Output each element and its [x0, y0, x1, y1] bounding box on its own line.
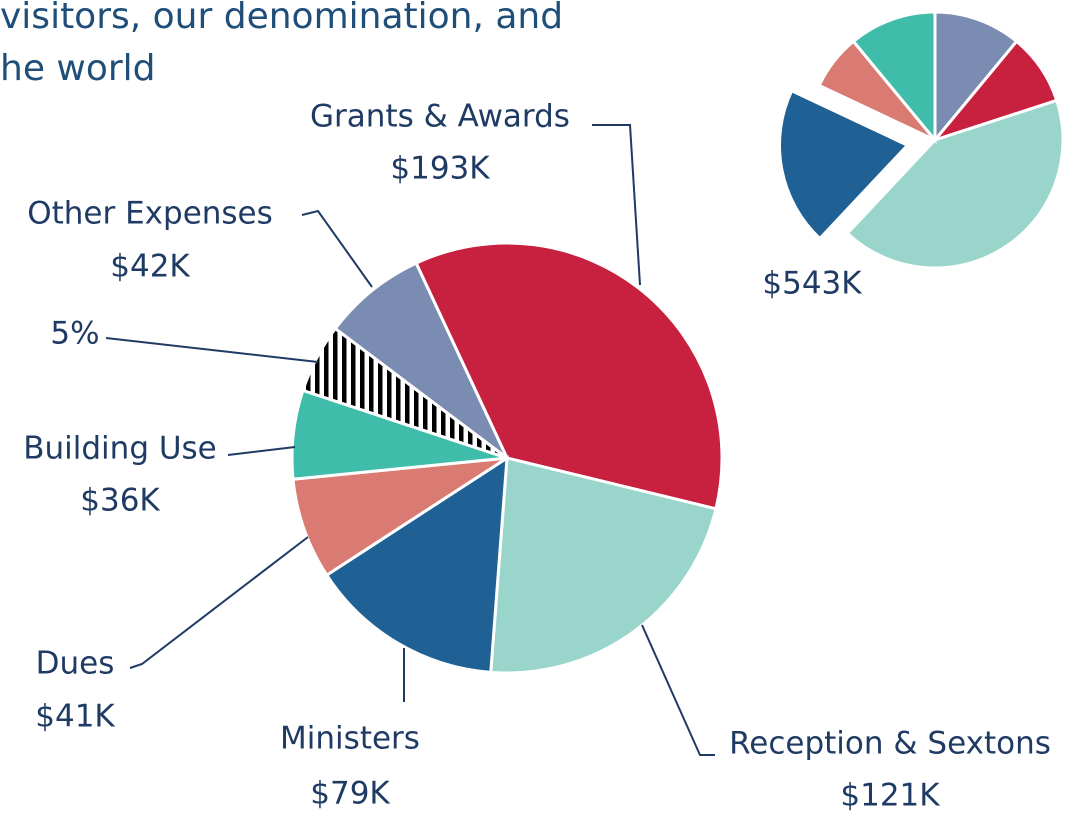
heading-line: he world [0, 48, 156, 89]
pie-slice [933, 10, 1019, 145]
slice-label: Ministers [280, 721, 420, 757]
pie-slice [333, 261, 509, 460]
slice-value-label: 5% [50, 316, 99, 352]
slice-label: Dues [36, 646, 115, 682]
leader-line [227, 446, 296, 456]
slice-value-label: $36K [80, 483, 160, 519]
pie-slice [489, 456, 718, 675]
slice-label: Other Expenses [27, 196, 273, 232]
leader-line [592, 124, 641, 286]
slice-value-label: $121K [840, 778, 940, 814]
slice-value-label: $79K [310, 776, 390, 812]
pie-slice [414, 241, 724, 511]
slice-label: Building Use [23, 431, 217, 467]
leader-lines [105, 124, 715, 756]
leader-line [105, 337, 319, 363]
slice-value-label: $42K [110, 249, 190, 285]
slice-value-label: $193K [390, 151, 490, 187]
pie-slice [324, 455, 509, 674]
leader-line [641, 624, 715, 756]
pie-slice [291, 456, 508, 578]
pie-annotation: $543K [762, 266, 862, 302]
pie-slice [845, 98, 1065, 270]
leader-line [301, 209, 373, 288]
slice-value-label: $41K [35, 699, 115, 735]
slice-label: Reception & Sextons [729, 726, 1051, 762]
heading-line: visitors, our denomination, and [0, 0, 563, 37]
pie-slice [778, 88, 911, 241]
leader-line [129, 536, 309, 669]
slice-label: Grants & Awards [310, 99, 570, 135]
pie-slice [851, 10, 937, 145]
